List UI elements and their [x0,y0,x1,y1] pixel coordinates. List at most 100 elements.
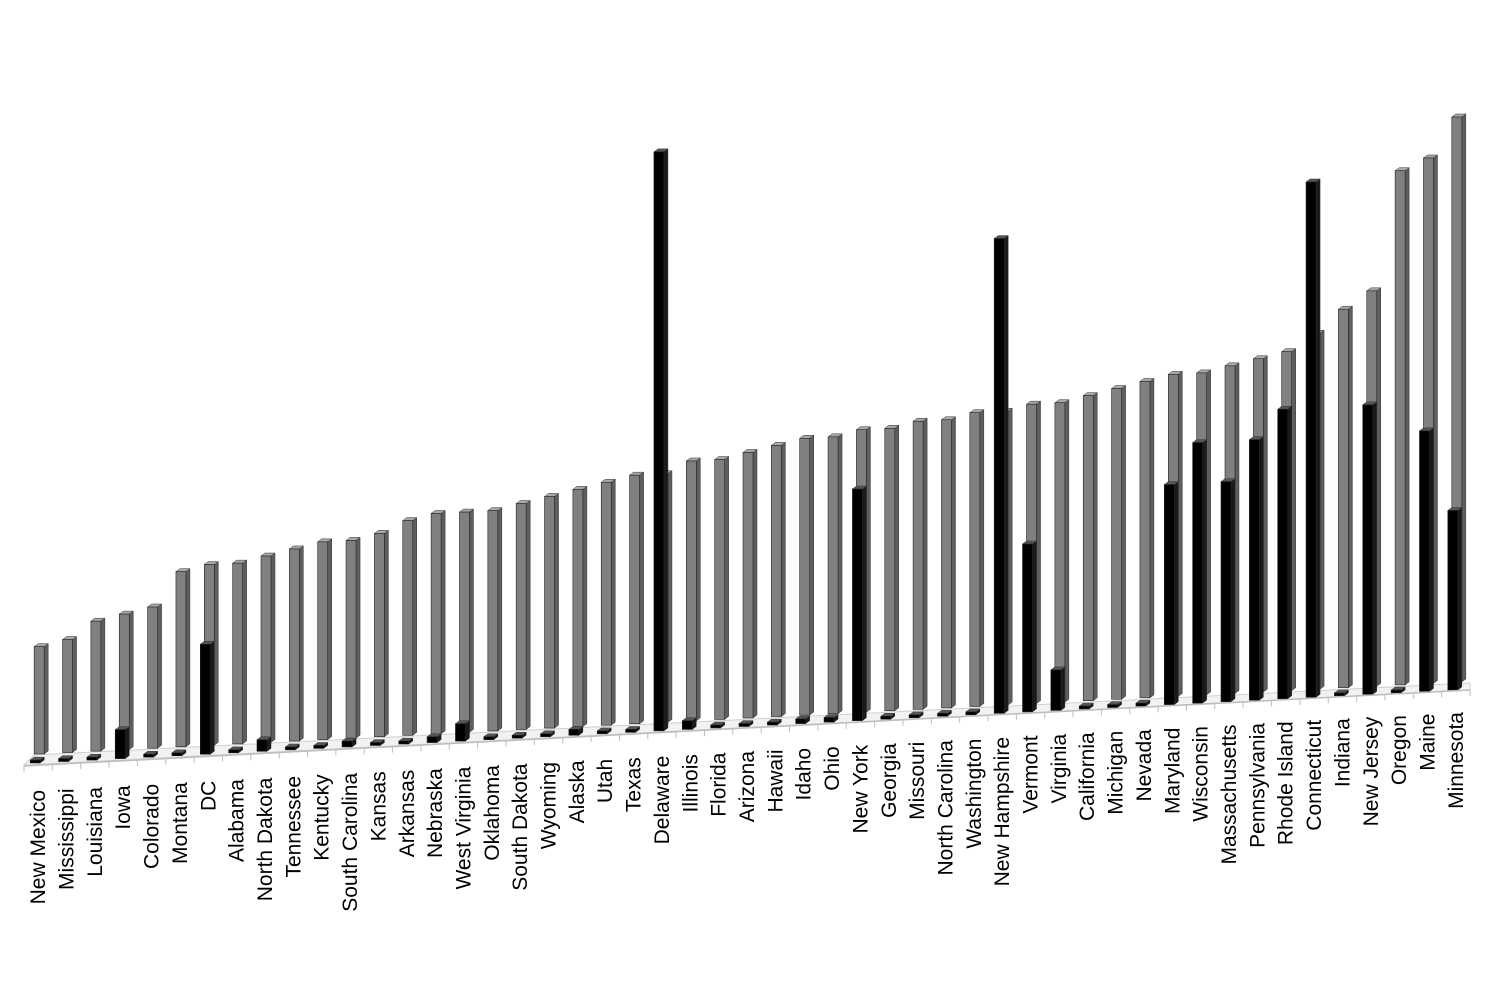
bar-back [458,508,475,733]
category-label: Washington [963,739,986,849]
bar-front [1078,702,1094,710]
category-label: Arkansas [396,770,419,858]
category-label: Idaho [793,748,816,801]
bar-front [1447,507,1463,691]
category-label: Oklahoma [481,765,504,861]
bar-back [912,417,928,710]
category-label: Connecticut [1303,720,1326,831]
bar-front [511,731,527,739]
category-label: Montana [169,782,192,864]
bar-back [430,509,446,735]
bar-front [199,640,216,755]
bar-back [884,424,900,712]
category-label: Wyoming [538,762,561,849]
bar-back [1337,305,1354,689]
bar-front [1418,427,1435,692]
category-label: Utah [594,759,617,803]
category-label: Oregon [1388,715,1411,785]
bar-front [823,713,839,723]
x-axis-line [23,689,1471,767]
category-label: Virginia [1048,734,1071,804]
bar-back [770,441,787,718]
category-label: Wisconsin [1190,726,1213,822]
category-label: Colorado [141,784,164,869]
bar-back [288,545,305,742]
category-labels: New Mexico Mississippi Louisiana Iowa Colora… [27,712,1468,912]
category-label: Nevada [1133,729,1156,802]
bar-front [709,721,726,729]
bar-back [402,517,418,736]
bar-back [1054,399,1070,703]
bar-back [742,448,758,719]
bar-back [572,485,588,728]
bar-back [1110,385,1127,700]
bar-front [851,485,868,722]
category-label: Texas [623,757,646,812]
bar-back [61,636,78,754]
bar-front [114,726,130,760]
bar-back [146,603,163,749]
bar-front [681,717,698,730]
bar-front [454,720,471,742]
bar-back [260,552,276,743]
bar-front [426,733,442,744]
category-label: Ohio [821,746,844,790]
bar-front [1021,540,1038,713]
category-label: DC [197,781,220,811]
bar-front [738,720,754,727]
category-label: Nebraska [424,768,447,858]
bar-front [171,749,187,757]
bar-back [969,409,985,707]
category-label: Kentucky [311,774,334,861]
category-label: Florida [708,752,731,817]
category-label: Mississippi [56,788,79,890]
category-label: South Dakota [509,763,532,891]
bar-back [1139,377,1155,699]
category-label: Arizona [736,751,759,823]
category-label: Pennsylvania [1246,723,1269,848]
bar-front [1333,689,1350,697]
bar-front [539,730,556,738]
bar-back [515,500,531,731]
bar-front [596,727,612,735]
bar-front [284,743,301,751]
category-label: Maryland [1161,728,1184,814]
category-label: Iowa [112,785,135,830]
bar-back [33,643,49,755]
bar-back [118,610,134,751]
category-label: Minnesota [1445,712,1468,809]
category-label: West Virginia [452,766,475,889]
bar-front [86,753,102,761]
category-label: Kansas [367,771,390,841]
category-label: Michigan [1105,731,1128,815]
bar-front [1248,436,1265,701]
bar-back [487,507,503,732]
bar-front [1276,405,1293,700]
category-label: South Carolina [339,773,362,912]
bar-back [543,492,560,729]
bar-front [1390,686,1406,694]
category-label: Illinois [679,754,702,812]
category-label: Maine [1416,714,1439,771]
bar-back [1082,392,1098,702]
category-label: Georgia [878,743,901,818]
bar-front [993,235,1009,714]
bar-back [231,559,248,745]
category-label: North Dakota [254,777,277,901]
bar-back [798,434,815,716]
category-label: Louisiana [84,787,107,877]
category-label: Massachusetts [1218,724,1241,864]
bar-back [1422,154,1439,684]
category-label: California [1076,732,1099,821]
bar-front [936,709,953,717]
bar-back [940,416,957,709]
bar-back [685,457,702,722]
category-label: Alaska [566,760,589,823]
bar-front [1362,401,1378,695]
bar-front [398,737,414,745]
bar-front [965,708,981,716]
category-label: Hawaii [764,749,787,812]
category-label: Indiana [1331,718,1354,787]
bar-front [483,733,499,741]
